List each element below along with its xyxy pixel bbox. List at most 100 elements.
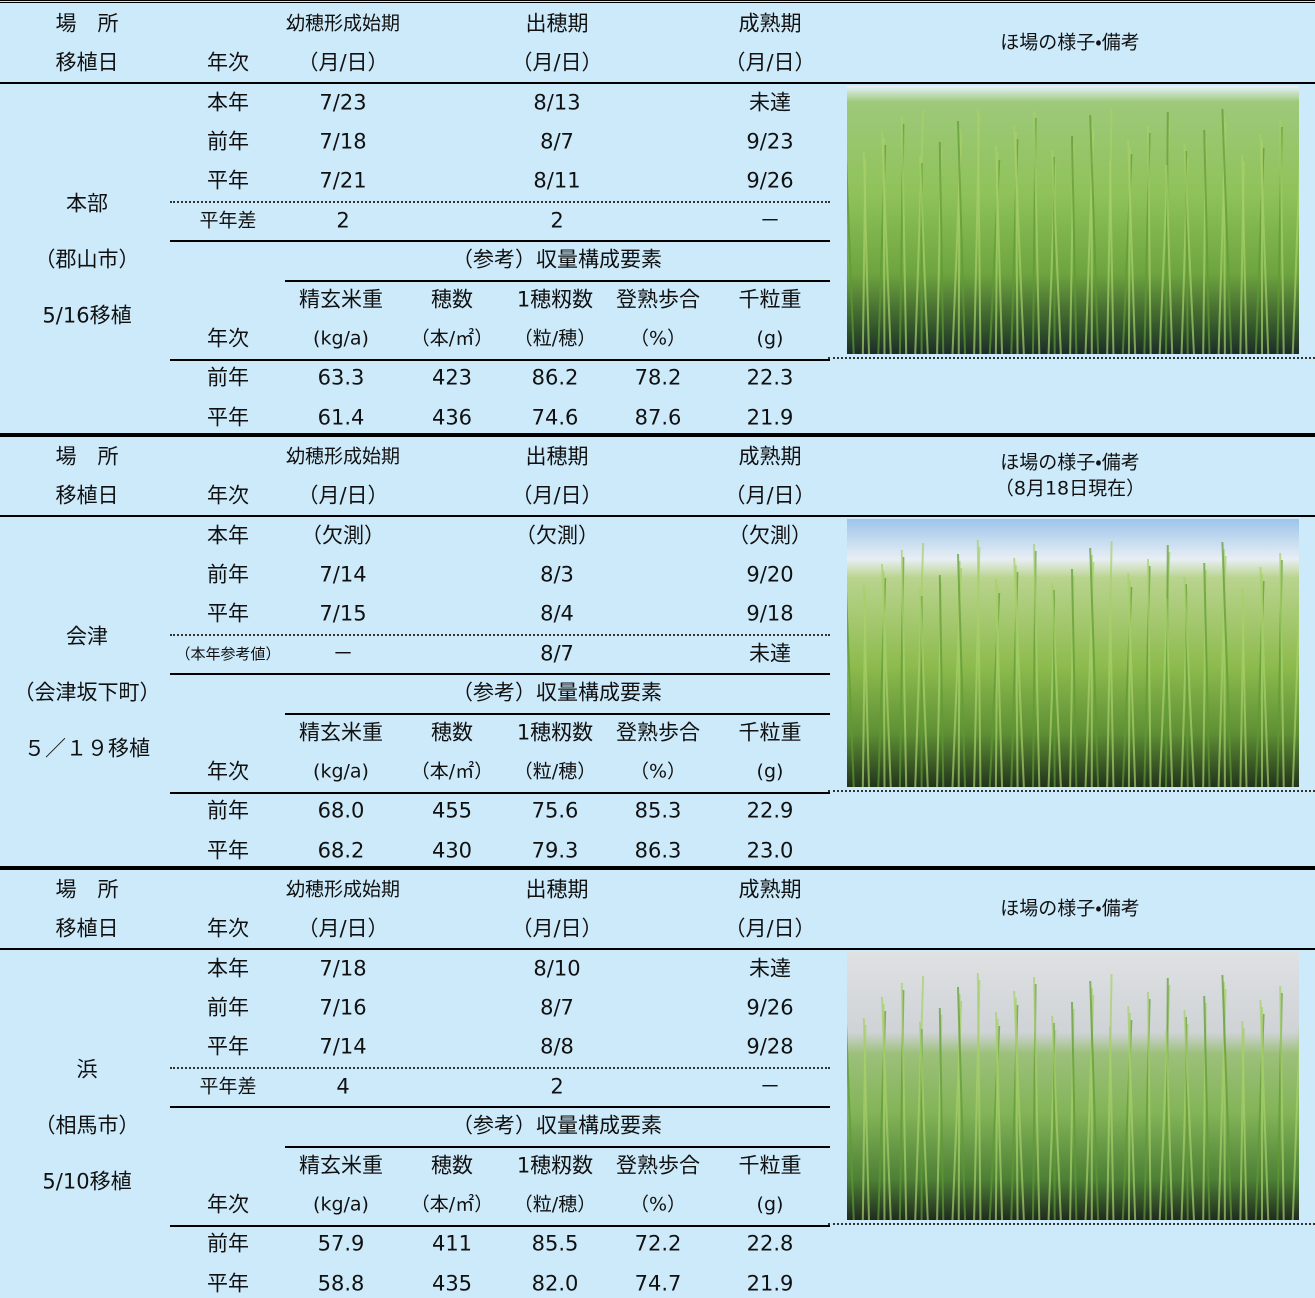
diff-label: （本年参考値） — [175, 644, 281, 663]
year-label: 本年 — [207, 955, 249, 980]
date-cell: 7/14 — [319, 562, 367, 587]
yield-cell: 86.3 — [634, 838, 682, 863]
header-planting: 移植日 — [55, 916, 119, 941]
rule — [285, 712, 830, 715]
diff-cell: － — [759, 208, 781, 233]
year-label: 前年 — [207, 798, 249, 823]
yield-unit: （本/㎡） — [410, 1193, 494, 1216]
header-unit: （月/日） — [724, 50, 816, 75]
diff-cell: 2 — [550, 1074, 564, 1099]
header-year: 年次 — [207, 483, 249, 508]
yield-cell: 72.2 — [634, 1231, 682, 1256]
date-cell: 8/3 — [540, 562, 574, 587]
rule — [828, 1222, 1315, 1225]
header-unit: （月/日） — [297, 50, 389, 75]
yield-cell: 57.9 — [317, 1231, 365, 1256]
rule — [0, 433, 1315, 437]
header-panicle: 幼穂形成始期 — [285, 12, 401, 35]
rule — [285, 1145, 830, 1148]
diff-cell: － — [332, 641, 354, 666]
yield-unit: (kg/a) — [313, 1193, 369, 1216]
yield-cell: 68.0 — [317, 798, 365, 823]
date-cell: 7/21 — [319, 168, 367, 193]
yield-cell: 435 — [431, 1271, 473, 1296]
yield-cell: 423 — [431, 365, 473, 390]
yield-cell: 436 — [431, 405, 473, 430]
yield-header: 精玄米重 — [299, 286, 383, 311]
header-panicle: 幼穂形成始期 — [285, 445, 401, 468]
field-photo — [847, 518, 1299, 787]
diff-cell: 未達 — [749, 641, 791, 666]
year-label: 平年 — [207, 1271, 249, 1296]
date-cell: 7/15 — [319, 601, 367, 626]
yield-cell: 68.2 — [317, 838, 365, 863]
yield-unit: (kg/a) — [313, 327, 369, 350]
site-text: （相馬市） — [34, 1113, 140, 1138]
diff-cell: 2 — [336, 208, 350, 233]
header-maturity: 成熟期 — [738, 11, 802, 36]
field-photo — [847, 951, 1299, 1220]
rule — [170, 201, 830, 203]
rule — [0, 866, 1315, 870]
date-cell: 未達 — [749, 89, 791, 114]
yield-header: 1穂籾数 — [516, 286, 594, 311]
header-unit: （月/日） — [511, 50, 603, 75]
diff-cell: － — [759, 1074, 781, 1099]
rule — [170, 358, 830, 361]
date-cell: 9/28 — [746, 1034, 794, 1059]
date-cell: 8/4 — [540, 601, 574, 626]
date-cell: 9/26 — [746, 168, 794, 193]
date-cell: 9/26 — [746, 995, 794, 1020]
rule — [828, 356, 1315, 359]
yield-cell: 74.7 — [634, 1271, 682, 1296]
yield-cell: 22.9 — [746, 798, 794, 823]
diff-label: 平年差 — [199, 209, 257, 232]
yield-cell: 86.2 — [531, 365, 579, 390]
header-panicle: 幼穂形成始期 — [285, 878, 401, 901]
header-planting: 移植日 — [55, 483, 119, 508]
header-place: 場 所 — [55, 11, 119, 36]
yield-header: 穂数 — [431, 1152, 473, 1177]
header-heading: 出穂期 — [525, 877, 589, 902]
site-text: 5/10移植 — [42, 1169, 132, 1194]
header-remarks: ほ場の様子・備考 — [1000, 31, 1140, 54]
yield-header: 登熟歩合 — [616, 719, 700, 744]
date-cell: 7/23 — [319, 89, 367, 114]
rule — [0, 514, 1315, 517]
header-year: 年次 — [207, 50, 249, 75]
header-planting: 移植日 — [55, 50, 119, 75]
yield-cell: 82.0 — [531, 1271, 579, 1296]
header-maturity: 成熟期 — [738, 877, 802, 902]
date-cell: 7/18 — [319, 129, 367, 154]
yield-header: 1穂籾数 — [516, 1152, 594, 1177]
date-cell: 8/11 — [533, 168, 581, 193]
yield-header: 1穂籾数 — [516, 719, 594, 744]
diff-cell: 4 — [336, 1074, 350, 1099]
yield-cell: 22.3 — [746, 365, 794, 390]
rule — [285, 279, 830, 282]
date-cell: 9/18 — [746, 601, 794, 626]
rule — [170, 1106, 830, 1109]
header-unit: （月/日） — [297, 483, 389, 508]
yield-cell: 22.8 — [746, 1231, 794, 1256]
site-text: 本部 — [66, 191, 108, 216]
yield-cell: 21.9 — [746, 1271, 794, 1296]
year-label: 平年 — [207, 405, 249, 430]
yield-unit: （粒/穂） — [513, 327, 597, 350]
year-label: 前年 — [207, 1231, 249, 1256]
yield-unit: （粒/穂） — [513, 760, 597, 783]
yield-title: （参考）収量構成要素 — [452, 247, 662, 272]
yield-unit: （%） — [629, 327, 687, 350]
yield-unit: (kg/a) — [313, 760, 369, 783]
yield-unit: (g) — [756, 1193, 784, 1216]
rule — [0, 947, 1315, 950]
yield-cell: 85.5 — [531, 1231, 579, 1256]
yield-title: （参考）収量構成要素 — [452, 680, 662, 705]
yield-cell: 23.0 — [746, 838, 794, 863]
yield-cell: 455 — [431, 798, 473, 823]
yield-cell: 87.6 — [634, 405, 682, 430]
diff-label: 平年差 — [199, 1075, 257, 1098]
header-place: 場 所 — [55, 877, 119, 902]
yield-cell: 430 — [431, 838, 473, 863]
yield-cell: 75.6 — [531, 798, 579, 823]
